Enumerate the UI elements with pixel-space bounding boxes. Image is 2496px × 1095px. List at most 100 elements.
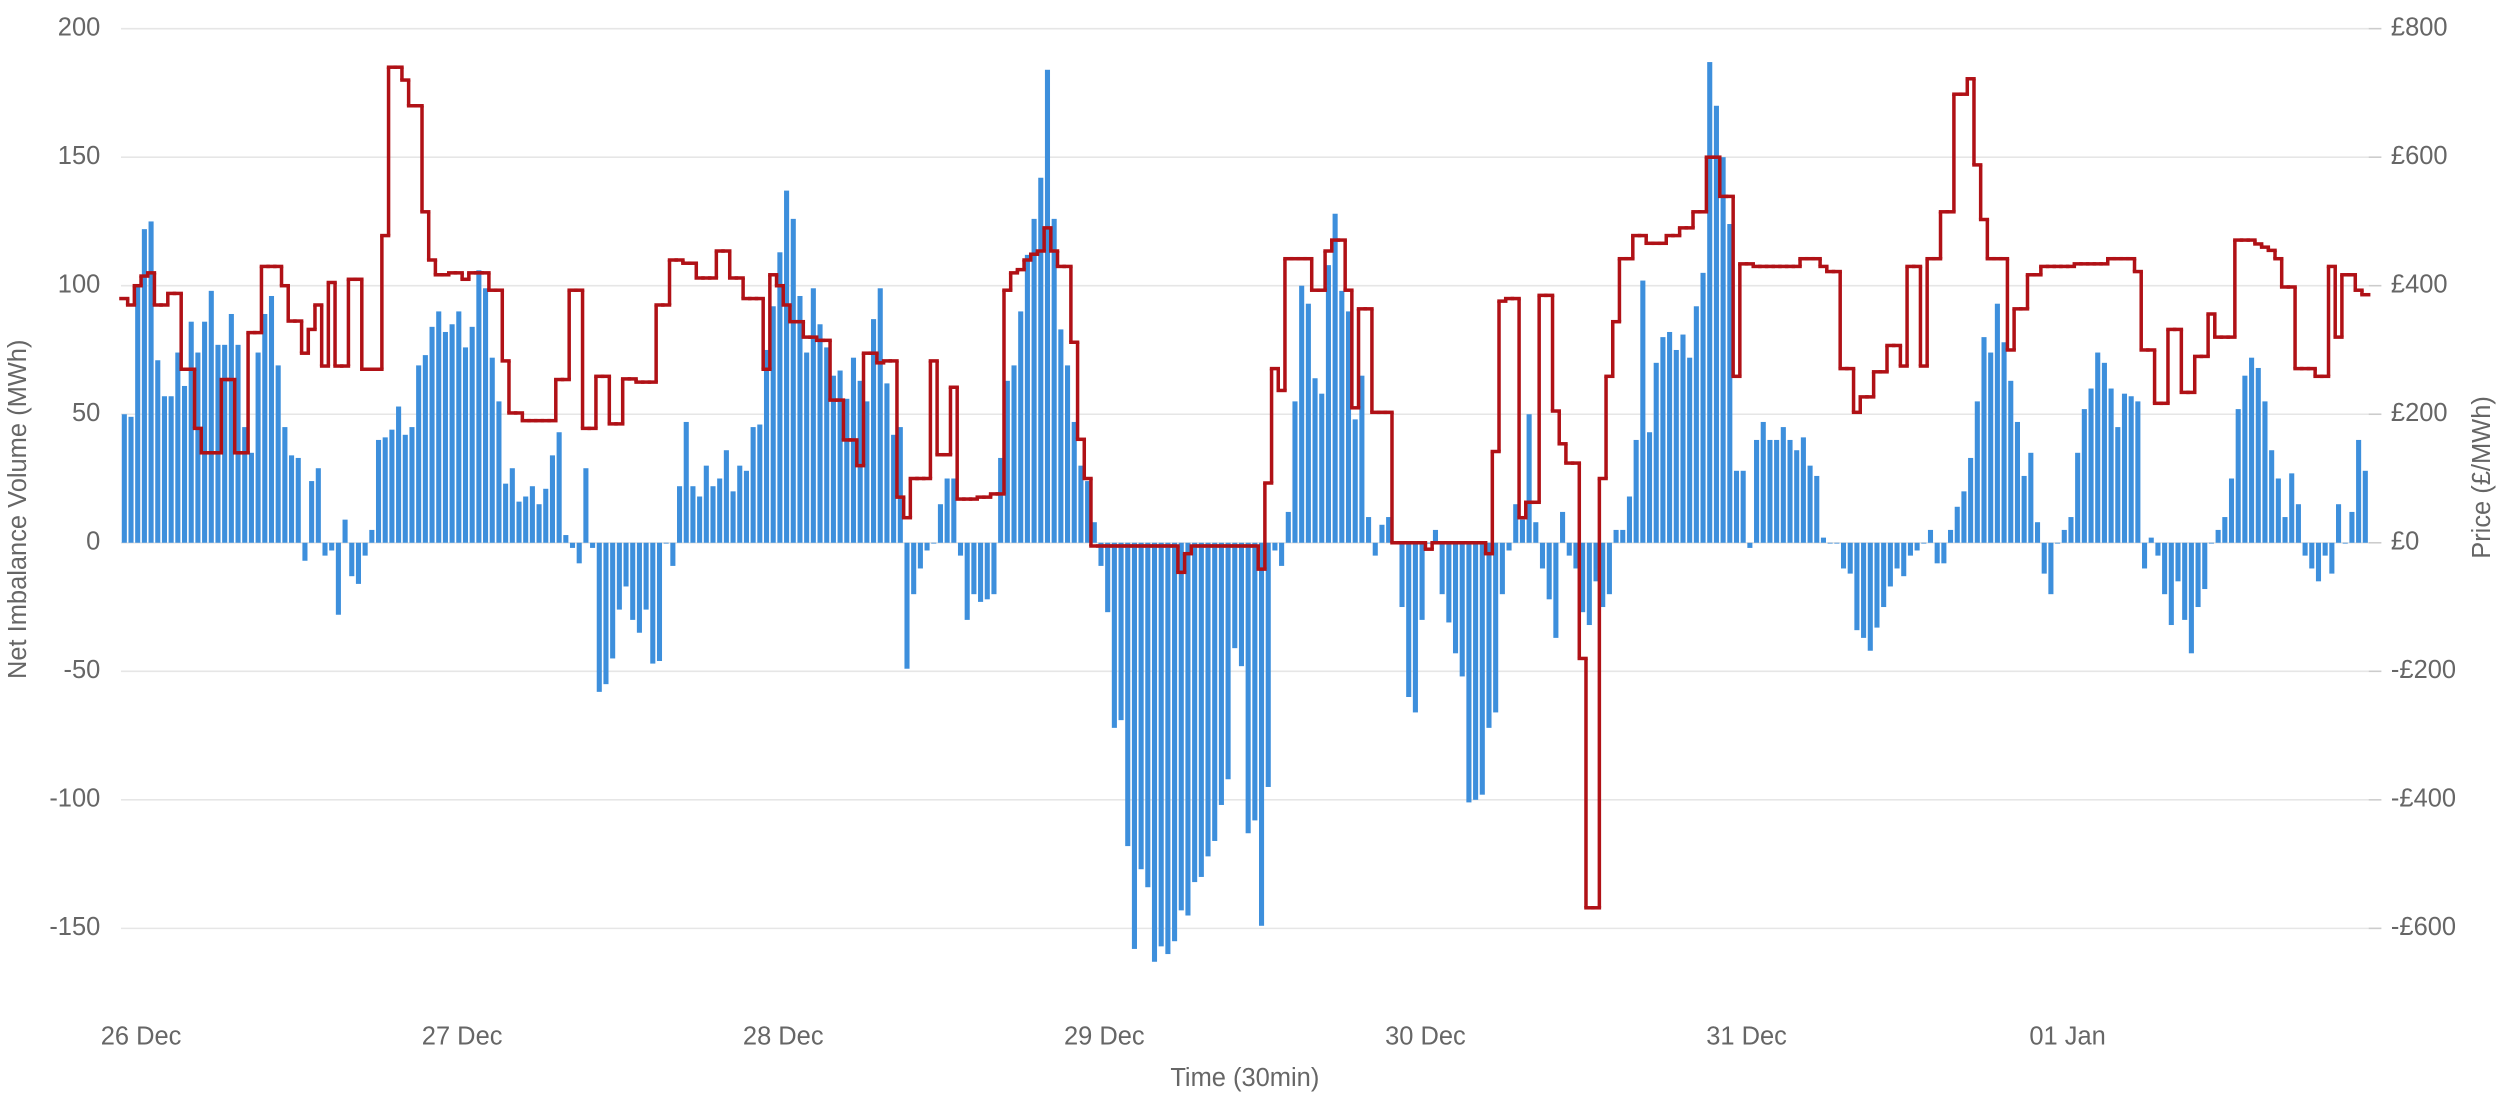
bar	[1874, 542, 1880, 628]
bar	[1760, 421, 1766, 543]
bar	[897, 427, 903, 543]
bar	[1125, 542, 1131, 847]
bar	[1606, 542, 1612, 595]
bar	[2175, 542, 2181, 582]
bar	[402, 434, 408, 543]
bar	[155, 360, 161, 543]
bar	[1827, 542, 1833, 544]
bar	[2289, 473, 2295, 543]
bar	[864, 401, 870, 543]
bar	[1085, 481, 1091, 543]
bar	[1747, 542, 1753, 548]
bar	[2115, 427, 2121, 543]
bar	[1774, 439, 1780, 543]
bar	[2095, 352, 2101, 543]
bar	[1934, 542, 1940, 564]
bar	[1312, 378, 1318, 543]
y-tick-label: 150	[58, 142, 100, 170]
step-connector	[125, 67, 2364, 908]
bar	[1038, 177, 1044, 543]
bar	[349, 542, 355, 577]
bar	[978, 542, 984, 602]
bar	[536, 504, 542, 543]
bar	[208, 290, 214, 543]
bar	[2055, 542, 2061, 544]
bar	[1406, 542, 1412, 698]
bar	[610, 542, 616, 659]
bar	[1667, 331, 1673, 543]
bar	[1412, 542, 1418, 713]
bar	[2269, 450, 2275, 543]
bar	[750, 427, 756, 543]
bar	[877, 288, 883, 543]
bar	[1539, 542, 1546, 569]
bar	[235, 344, 241, 543]
bar	[503, 483, 509, 543]
bar	[569, 542, 576, 548]
bar	[369, 529, 375, 543]
bar	[2282, 517, 2288, 543]
bar	[1486, 542, 1492, 728]
bar	[917, 542, 923, 569]
bar	[1867, 542, 1873, 651]
bar	[1794, 450, 1800, 543]
bar	[1131, 542, 1137, 949]
y2-tick-label: -£400	[2391, 785, 2456, 813]
bar	[322, 542, 328, 556]
bar	[289, 455, 295, 543]
bar	[1105, 542, 1111, 613]
bar	[2202, 542, 2208, 590]
bar	[1446, 542, 1452, 623]
bar	[904, 542, 910, 669]
y-tick-label: 0	[86, 527, 100, 555]
bar	[2362, 470, 2368, 543]
bar	[168, 396, 174, 543]
bar	[1673, 349, 1679, 543]
bar	[389, 429, 395, 543]
bar	[476, 270, 482, 543]
bar	[911, 542, 917, 595]
bar	[770, 306, 776, 543]
bar	[2041, 542, 2047, 574]
bar	[2108, 388, 2114, 543]
bar	[1493, 542, 1499, 713]
bar	[797, 295, 803, 543]
bar	[2168, 542, 2174, 626]
bar	[523, 496, 529, 543]
bar	[1820, 537, 1827, 543]
bar	[1111, 542, 1117, 728]
bar	[824, 347, 830, 543]
bar	[1881, 542, 1887, 608]
bar	[2068, 517, 2074, 543]
bar	[690, 486, 696, 543]
x-tick-label: 31 Dec	[1706, 1022, 1787, 1050]
bar	[2101, 362, 2107, 543]
bar	[737, 465, 743, 543]
bar	[1205, 542, 1211, 857]
bar	[1994, 303, 2000, 543]
x-tick-label: 01 Jan	[2029, 1022, 2105, 1050]
bar	[1265, 542, 1271, 787]
bar	[1319, 393, 1325, 543]
bar	[1941, 542, 1947, 564]
bar	[1065, 365, 1071, 543]
bar	[1379, 524, 1385, 543]
bar	[436, 311, 442, 543]
bar	[509, 468, 515, 543]
bar	[636, 542, 642, 633]
bar	[1218, 542, 1224, 805]
bar	[871, 319, 877, 543]
bar	[409, 427, 415, 543]
bar	[1225, 542, 1231, 780]
bar	[242, 427, 248, 543]
bar	[1733, 470, 1740, 543]
bar	[2329, 542, 2335, 574]
bar	[931, 542, 937, 544]
bar	[1459, 542, 1465, 677]
bar	[717, 478, 723, 543]
bar	[1212, 542, 1218, 841]
bar	[2162, 542, 2168, 595]
bar	[2188, 542, 2194, 654]
bar	[2034, 522, 2041, 543]
